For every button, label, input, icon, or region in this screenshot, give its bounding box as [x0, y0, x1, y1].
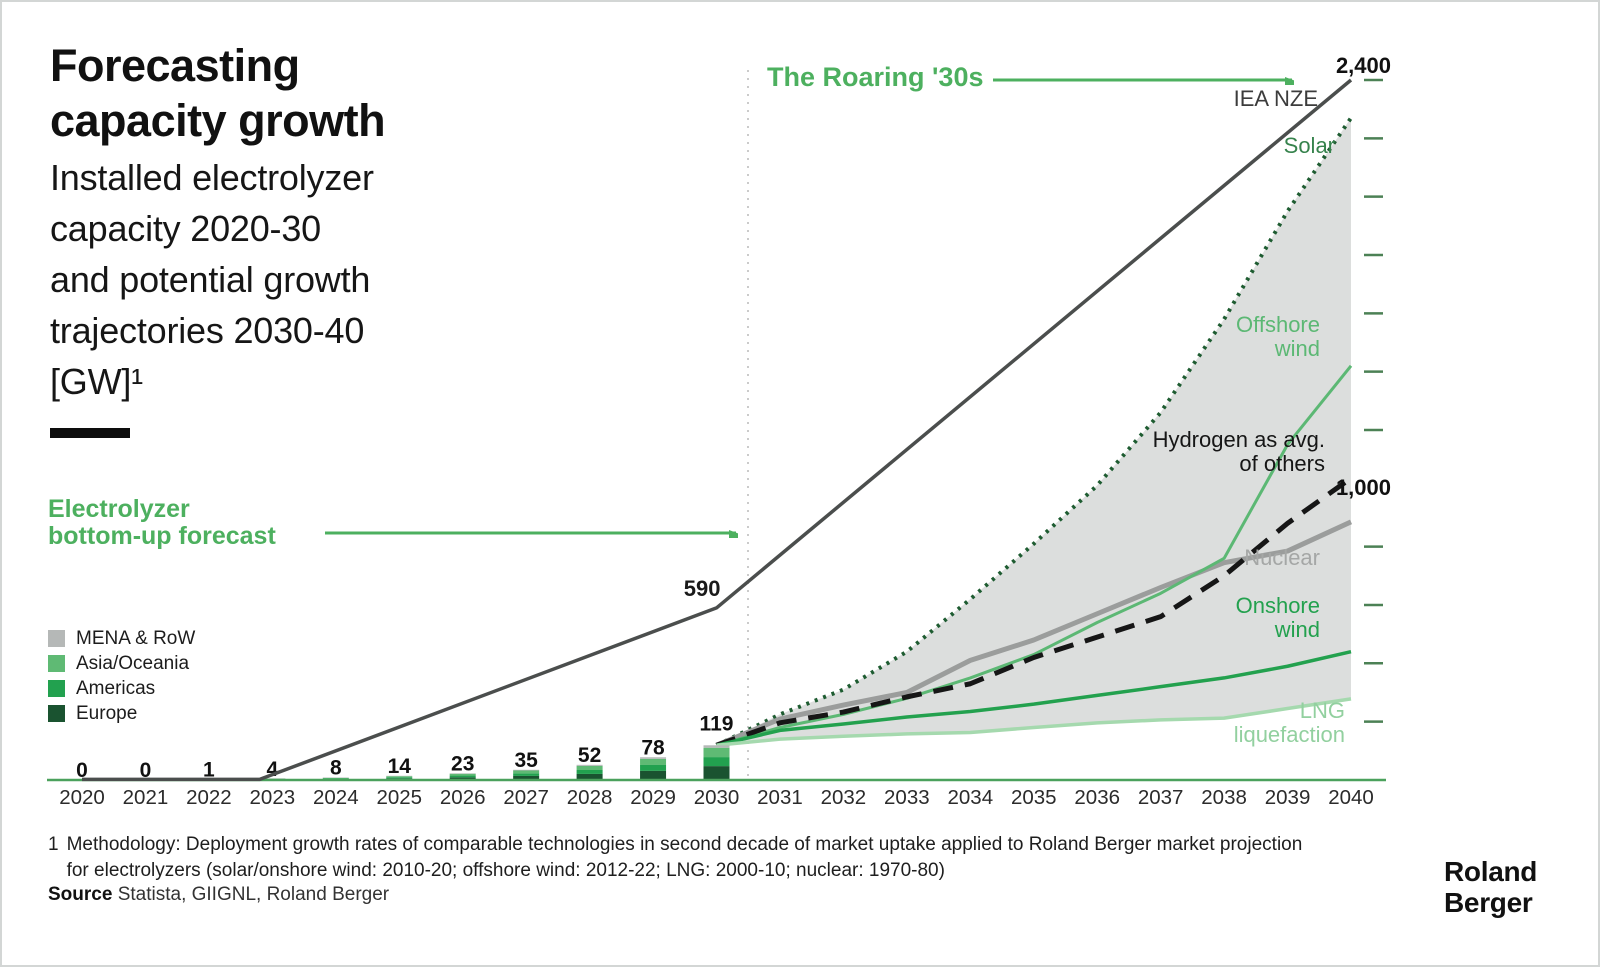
bar-segment-2029	[640, 770, 667, 780]
bar-segment-2028	[576, 773, 603, 780]
label-solar: Solar	[1283, 133, 1335, 158]
bar-segment-2029	[640, 758, 667, 765]
iea-value-label: 590	[684, 576, 721, 601]
bar-value-label: 78	[641, 736, 665, 759]
bar-segment-2026	[449, 777, 476, 780]
footnote-marker: 1	[48, 834, 59, 855]
label-hydrogen-avg: Hydrogen as avg. of others	[1152, 427, 1325, 476]
label-onshore-wind: Onshore wind	[1235, 593, 1320, 642]
y-axis-label-1000: 1,000	[1335, 475, 1391, 500]
bar-segment-2025	[386, 777, 413, 779]
x-axis-year-label: 2029	[630, 786, 676, 809]
legend-swatch-mena	[48, 630, 65, 647]
bar-segment-2030	[703, 747, 730, 758]
x-axis-year-label: 2031	[757, 786, 803, 809]
roland-berger-logo: Roland Berger	[1444, 856, 1538, 918]
bar-segment-2026	[449, 775, 476, 778]
x-axis-year-label: 2038	[1201, 786, 1247, 809]
bar-value-label: 1	[203, 759, 215, 782]
x-axis-year-label: 2024	[313, 786, 359, 809]
bar-segment-2028	[576, 769, 603, 774]
source-label: Source	[48, 884, 113, 905]
line-solar	[715, 116, 1353, 748]
bar-segment-2026	[449, 773, 476, 776]
bar-segment-2024	[322, 777, 349, 779]
title-underline-bar	[50, 428, 130, 438]
bar-segment-2025	[386, 776, 413, 778]
line-iea-nze	[82, 78, 1353, 782]
bar-segment-2028	[576, 765, 603, 770]
bar-segment-2027	[513, 769, 540, 771]
x-axis-year-label: 2028	[567, 786, 613, 809]
page-title: Forecasting capacity growth	[50, 40, 386, 146]
x-axis-year-label: 2037	[1138, 786, 1184, 809]
bar-segment-2028	[576, 764, 603, 766]
x-axis-year-label: 2022	[186, 786, 232, 809]
bar-value-label: 52	[578, 744, 601, 767]
bar-value-label: 8	[330, 757, 342, 780]
x-axis-year-label: 2023	[250, 786, 296, 809]
line-onshore-wind	[716, 649, 1352, 747]
bar-value-label: 119	[700, 712, 734, 735]
bar-segment-2027	[513, 775, 540, 780]
source-line: Source Statista, GIIGNL, Roland Berger	[48, 884, 389, 906]
x-axis-year-label: 2020	[59, 786, 105, 809]
x-axis-year-label: 2034	[947, 786, 993, 809]
legend-swatch-americas	[48, 680, 65, 697]
x-axis-year-label: 2027	[503, 786, 549, 809]
bar-segment-2027	[513, 773, 540, 776]
legend-label: Asia/Oceania	[76, 652, 190, 674]
legend-item-europe: Europe	[48, 702, 195, 724]
x-axis-year-label: 2033	[884, 786, 930, 809]
bar-segment-2027	[513, 770, 540, 774]
bar-segment-2030	[703, 757, 730, 767]
source-text: Statista, GIIGNL, Roland Berger	[117, 884, 390, 905]
legend-label: Europe	[76, 702, 138, 724]
bar-value-label: 23	[451, 752, 474, 775]
y-axis-label-2400: 2,400	[1335, 53, 1391, 78]
line-nuclear	[715, 519, 1353, 748]
bar-value-label: 35	[514, 749, 538, 772]
legend-item-asia-oceania: Asia/Oceania	[48, 652, 195, 674]
x-axis-year-label: 2025	[376, 786, 422, 809]
bar-segment-2030	[703, 766, 730, 780]
annotation-bottom-up-forecast: Electrolyzer bottom-up forecast	[48, 495, 276, 550]
projection-band	[716, 117, 1351, 746]
bar-segment-2029	[640, 757, 667, 759]
legend-item-americas: Americas	[48, 677, 195, 699]
footnote: 1 Methodology: Deployment growth rates o…	[48, 832, 1302, 884]
bar-value-label: 0	[140, 759, 152, 782]
bar-segment-2029	[640, 764, 667, 771]
label-iea-nze: IEA NZE	[1233, 86, 1318, 111]
x-axis-year-label: 2030	[694, 786, 740, 809]
x-axis-year-label: 2026	[440, 786, 486, 809]
label-offshore-wind: Offshore wind	[1236, 312, 1320, 361]
line-offshore-wind	[716, 364, 1353, 747]
legend-item-mena: MENA & RoW	[48, 627, 196, 649]
x-axis-year-label: 2040	[1328, 786, 1374, 809]
page-subtitle: Installed electrolyzer capacity 2020-30 …	[50, 157, 374, 402]
x-axis-year-label: 2032	[821, 786, 867, 809]
label-lng-liquefaction: LNG liquefaction	[1233, 698, 1345, 747]
legend-swatch-asia-oceania	[48, 655, 65, 672]
bar-value-label: 0	[76, 759, 88, 782]
x-axis-year-label: 2021	[123, 786, 169, 809]
bar-segment-2030	[703, 745, 730, 748]
x-axis-year-label: 2035	[1011, 786, 1057, 809]
bar-value-label: 14	[388, 755, 412, 778]
footnote-text: Methodology: Deployment growth rates of …	[66, 834, 1303, 881]
line-hydrogen-as-avg-of-others	[715, 476, 1353, 748]
legend-label: MENA & RoW	[76, 627, 196, 649]
legend-label: Americas	[76, 677, 156, 699]
annotation-roaring-30s: The Roaring '30s	[767, 62, 984, 92]
x-axis-year-label: 2039	[1265, 786, 1311, 809]
line-lng-liquefaction	[716, 697, 1352, 748]
label-nuclear: Nuclear	[1244, 545, 1320, 570]
legend-swatch-europe	[48, 705, 65, 722]
legend: MENA & RoW Asia/Oceania Americas Europe	[48, 627, 196, 724]
x-axis-year-label: 2036	[1074, 786, 1120, 809]
